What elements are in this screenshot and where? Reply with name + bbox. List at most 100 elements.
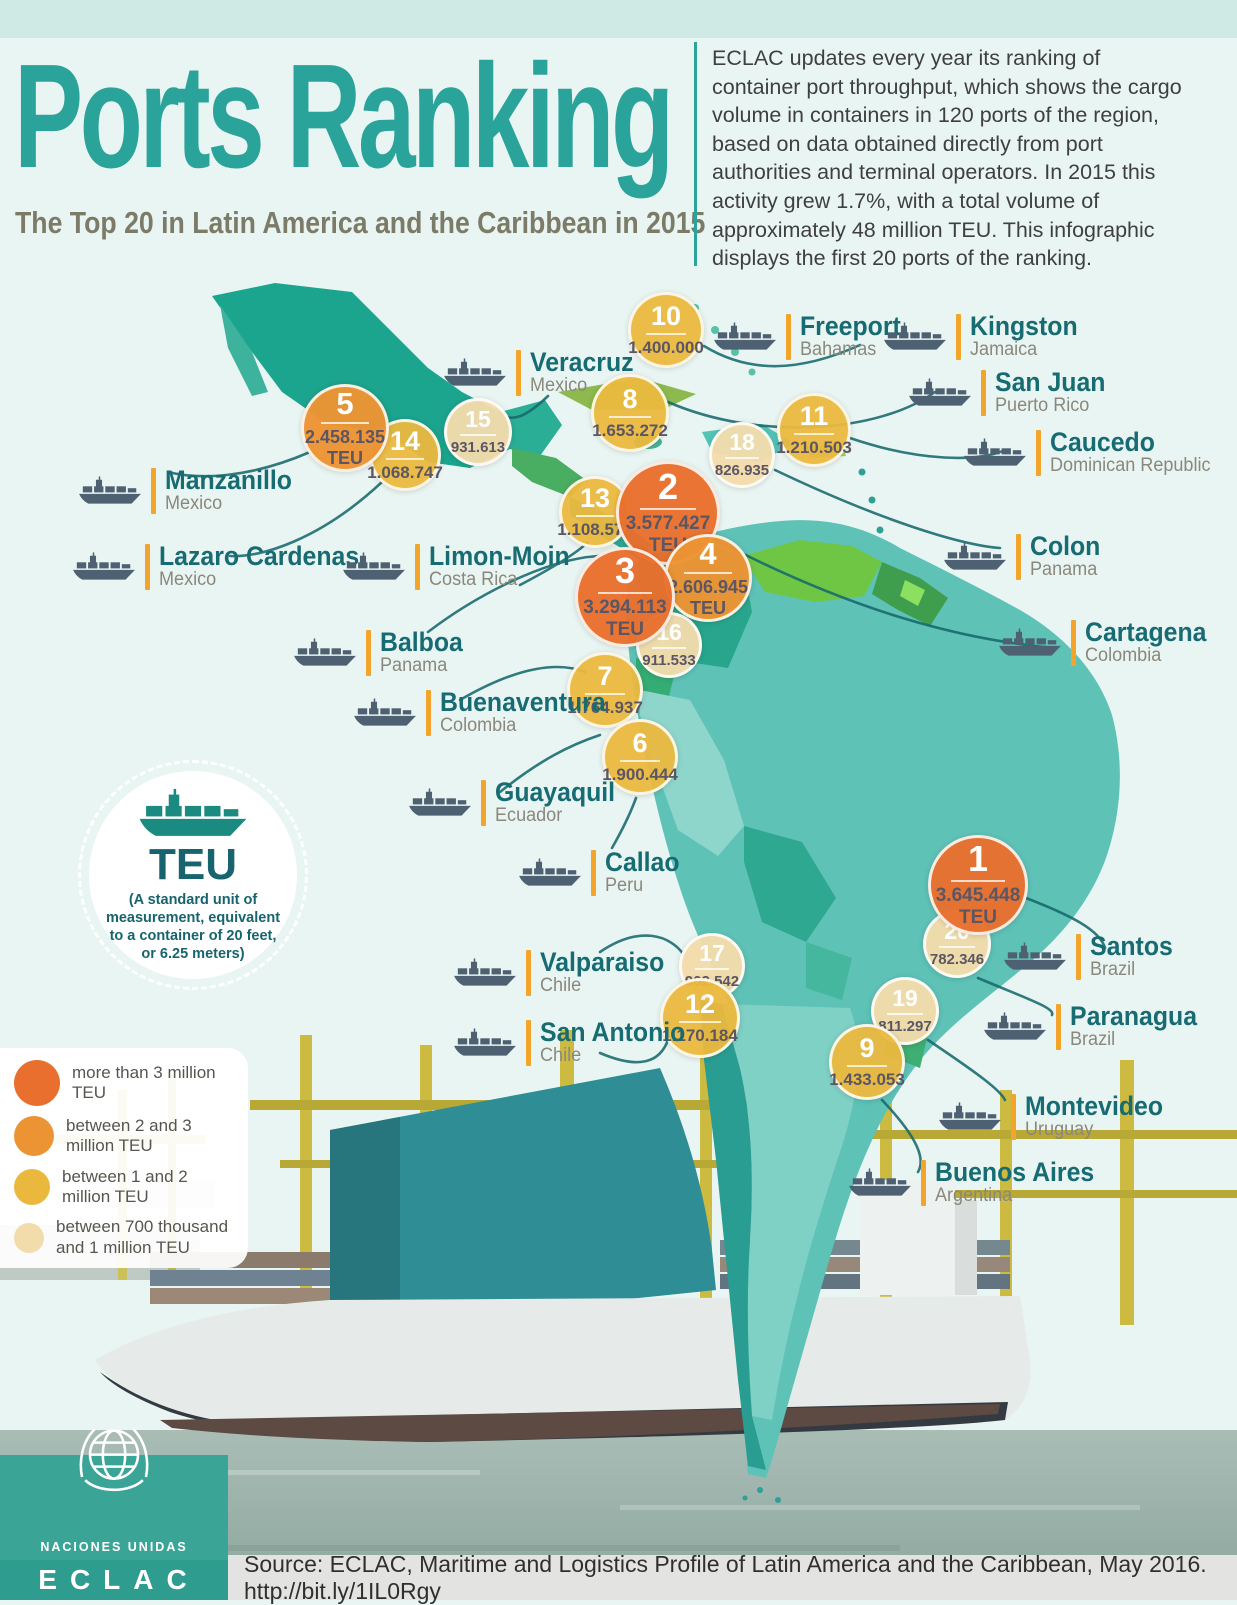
rank-number: 12 — [684, 988, 716, 1019]
page-subtitle: The Top 20 in Latin America and the Cari… — [15, 205, 706, 240]
port-country: Uruguay — [1025, 1119, 1094, 1141]
teu-value: 2.606.945 — [667, 576, 749, 597]
label-bar — [786, 313, 791, 360]
port-label-cartagena: Cartagena Colombia — [998, 618, 1217, 667]
rank-number: 19 — [892, 984, 918, 1011]
teu-value: 1.764.937 — [567, 697, 643, 717]
label-bar — [481, 779, 486, 826]
legend-item: more than 3 million TEU — [14, 1060, 238, 1106]
port-city: San Juan — [995, 367, 1106, 397]
ship-icon — [909, 378, 971, 406]
port-label-limon-moin: Limon-Moin Costa Rica — [342, 542, 582, 591]
port-country: Costa Rica — [429, 569, 518, 591]
port-label-caucedo: Caucedo Dominican Republic — [963, 428, 1219, 477]
label-bar — [366, 629, 371, 676]
legend-swatch-tier2 — [14, 1116, 54, 1157]
ship-icon — [354, 698, 416, 726]
port-city: Kingston — [970, 311, 1078, 341]
port-country: Colombia — [1085, 645, 1162, 667]
teu-value: 931.613 — [450, 438, 506, 456]
port-label-guayaquil: Guayaquil Ecuador — [408, 778, 626, 827]
ship-icon — [884, 322, 946, 350]
port-city: Buenaventura — [440, 687, 606, 717]
port-country: Mexico — [165, 493, 223, 515]
label-bar — [426, 689, 431, 736]
port-country: Panama — [380, 655, 448, 677]
port-label-kingston: Kingston Jamaica — [883, 312, 1087, 361]
org-eclac: ECLAC — [0, 1560, 228, 1600]
ship-icon — [964, 438, 1026, 466]
port-country: Chile — [540, 975, 582, 997]
teu-value: 1.653.272 — [592, 420, 668, 440]
teu-value: 811.297 — [878, 1017, 932, 1035]
teu-unit: TEU — [606, 619, 644, 640]
teu-value: 1.400.000 — [628, 337, 704, 357]
ship-icon — [984, 1012, 1046, 1040]
label-bar — [1016, 533, 1021, 580]
port-circle-11: 11 1.210.503 — [776, 393, 852, 467]
legend-item: between 2 and 3 million TEU — [14, 1116, 238, 1157]
port-city: Cartagena — [1085, 617, 1207, 647]
intro-paragraph: ECLAC updates every year its ranking of … — [712, 46, 1182, 271]
port-city: Buenos Aires — [935, 1157, 1095, 1187]
teu-definition-badge: TEU (A standard unit of measurement, equ… — [78, 760, 308, 990]
teu-unit: TEU — [327, 447, 363, 468]
legend-label: more than 3 million TEU — [72, 1062, 216, 1102]
port-country: Puerto Rico — [995, 395, 1090, 417]
port-country: Panama — [1030, 559, 1098, 581]
port-label-buenaventura: Buenaventura Colombia — [353, 688, 620, 737]
port-country: Mexico — [530, 375, 588, 397]
ship-icon — [79, 476, 141, 504]
ship-icon — [294, 638, 356, 666]
un-emblem-icon — [79, 1428, 149, 1491]
port-label-santos: Santos Brazil — [1003, 932, 1180, 981]
rank-number: 4 — [699, 535, 717, 571]
port-label-callao: Callao Peru — [518, 848, 686, 897]
label-bar — [981, 369, 986, 416]
port-circle-7: 7 1.764.937 — [567, 652, 643, 728]
port-label-san-antonio: San Antonio Chile — [453, 1018, 698, 1067]
port-circle-19: 19 811.297 — [871, 977, 939, 1045]
port-country: Bahamas — [800, 339, 877, 361]
source-text: Source: ECLAC, Maritime and Logistics Pr… — [228, 1551, 1237, 1604]
port-country: Peru — [605, 875, 644, 897]
port-label-freeport: Freeport Bahamas — [713, 312, 910, 361]
ship-icon — [944, 542, 1006, 570]
port-label-veracruz: Veracruz Mexico — [443, 348, 643, 397]
port-city: Lazaro Cardenas — [159, 541, 360, 571]
header-divider — [694, 42, 697, 266]
legend-item: between 1 and 2 million TEU — [14, 1167, 238, 1208]
port-label-buenos-aires: Buenos Aires Argentina — [848, 1158, 1108, 1207]
legend-swatch-tier4 — [14, 1222, 44, 1253]
teu-value: 3.577.427 — [625, 513, 711, 535]
top-strip — [0, 0, 1237, 38]
rank-number: 17 — [699, 939, 725, 966]
port-city: Manzanillo — [165, 465, 292, 495]
port-country: Mexico — [159, 569, 217, 591]
label-bar — [921, 1159, 926, 1206]
rank-number: 9 — [859, 1032, 875, 1063]
ship-icon — [849, 1168, 911, 1196]
ship-icon — [519, 858, 581, 886]
legend: more than 3 million TEU between 2 and 3 … — [0, 1048, 248, 1268]
port-city: San Antonio — [540, 1017, 686, 1047]
teu-value: 1.210.503 — [776, 437, 852, 457]
label-bar — [956, 313, 961, 360]
label-bar — [591, 849, 596, 896]
port-label-montevideo: Montevideo Uruguay — [938, 1092, 1175, 1141]
rank-number: 18 — [729, 428, 755, 455]
ship-icon — [409, 788, 471, 816]
port-circle-10: 10 1.400.000 — [628, 292, 704, 368]
teu-value: 1.068.747 — [367, 462, 443, 482]
ship-icon — [939, 1102, 1001, 1130]
legend-label: between 700 thousand and 1 million TEU — [56, 1217, 229, 1257]
port-label-lazaro-cardenas: Lazaro Cardenas Mexico — [72, 542, 377, 591]
port-city: Santos — [1090, 931, 1173, 961]
teu-value: 782.346 — [929, 950, 985, 968]
port-city: Balboa — [380, 627, 463, 657]
port-city: Limon-Moin — [429, 541, 570, 571]
port-country: Argentina — [935, 1185, 1013, 1207]
teu-value: 2.458.135 — [304, 426, 386, 447]
port-label-balboa: Balboa Panama — [293, 628, 470, 677]
teu-unit: TEU — [690, 597, 726, 618]
